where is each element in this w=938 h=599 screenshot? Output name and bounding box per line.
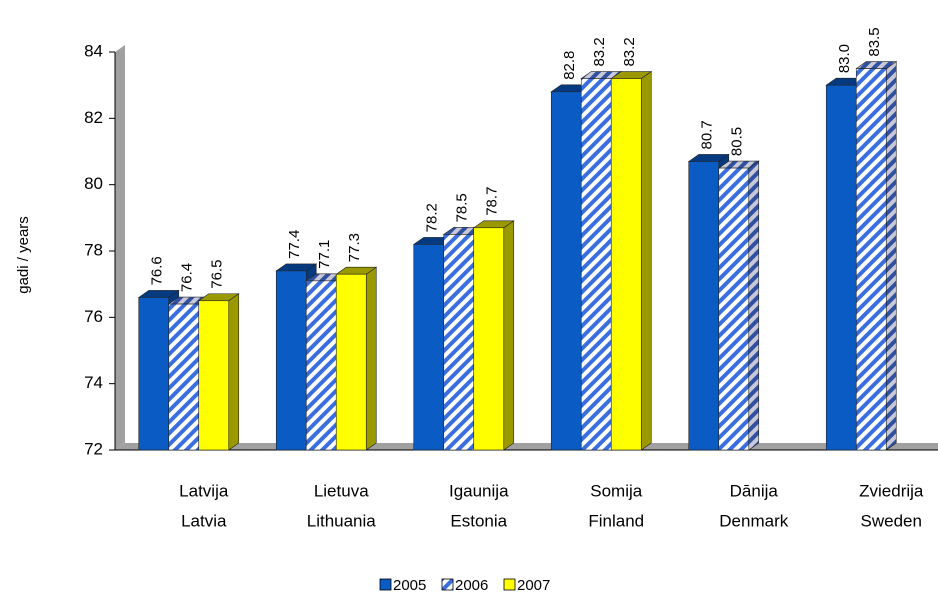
value-label: 78.2 [424, 203, 441, 232]
bar [610, 78, 642, 451]
y-axis-label: gadi / years [15, 216, 32, 294]
bar [580, 78, 612, 451]
y-tick-label: 84 [84, 41, 103, 60]
value-label: 78.7 [484, 187, 501, 216]
bar [855, 68, 887, 451]
value-label: 80.5 [729, 127, 746, 156]
bar [335, 273, 367, 451]
floor [115, 443, 938, 450]
bar-side [228, 293, 240, 451]
x-tick-label: Lithuania [307, 511, 377, 530]
x-tick-label: Latvija [179, 481, 229, 500]
value-label: 76.5 [209, 260, 226, 289]
bar [825, 84, 857, 451]
value-label: 77.4 [286, 230, 303, 259]
value-label: 80.7 [699, 120, 716, 149]
bar [168, 303, 200, 451]
y-tick-label: 78 [84, 240, 103, 259]
bar [473, 227, 505, 451]
bar [443, 234, 475, 451]
legend-label: 2006 [455, 577, 488, 594]
value-label: 77.1 [316, 240, 333, 269]
legend-swatch [441, 578, 454, 591]
wall [115, 45, 125, 450]
bar [305, 280, 337, 451]
legend-swatch [379, 578, 392, 591]
x-tick-label: Zviedrija [859, 481, 924, 500]
x-tick-label: Somija [590, 481, 643, 500]
value-label: 83.0 [836, 44, 853, 73]
bar [550, 91, 582, 451]
x-tick-label: Lietuva [314, 481, 369, 500]
value-label: 83.5 [866, 27, 883, 56]
bar [413, 244, 445, 451]
legend-swatch [503, 578, 516, 591]
legend-label: 2005 [393, 577, 426, 594]
value-label: 77.3 [346, 233, 363, 262]
value-label: 76.4 [179, 263, 196, 292]
bar-side [640, 70, 652, 451]
y-tick-label: 80 [84, 174, 103, 193]
bar-side [503, 220, 515, 451]
x-tick-label: Finland [588, 511, 644, 530]
bar [718, 167, 750, 451]
x-tick-label: Denmark [719, 511, 788, 530]
bar-side [885, 61, 897, 451]
y-tick-label: 82 [84, 108, 103, 127]
value-label: 76.6 [149, 256, 166, 285]
x-tick-label: Sweden [861, 511, 922, 530]
value-label: 78.5 [454, 193, 471, 222]
x-tick-label: Estonia [450, 511, 507, 530]
bar-side [748, 160, 760, 451]
y-tick-label: 74 [84, 373, 103, 392]
x-tick-label: Latvia [181, 511, 227, 530]
y-tick-label: 76 [84, 307, 103, 326]
bar [198, 300, 230, 451]
x-tick-label: Igaunija [449, 481, 509, 500]
legend-label: 2007 [517, 577, 550, 594]
bar [138, 297, 170, 451]
bar [688, 161, 720, 451]
value-label: 83.2 [591, 37, 608, 66]
bar-side [365, 266, 377, 451]
x-tick-label: Dānija [730, 481, 779, 500]
y-tick-label: 72 [84, 439, 103, 458]
bar [275, 270, 307, 451]
value-label: 83.2 [621, 37, 638, 66]
value-label: 82.8 [561, 51, 578, 80]
